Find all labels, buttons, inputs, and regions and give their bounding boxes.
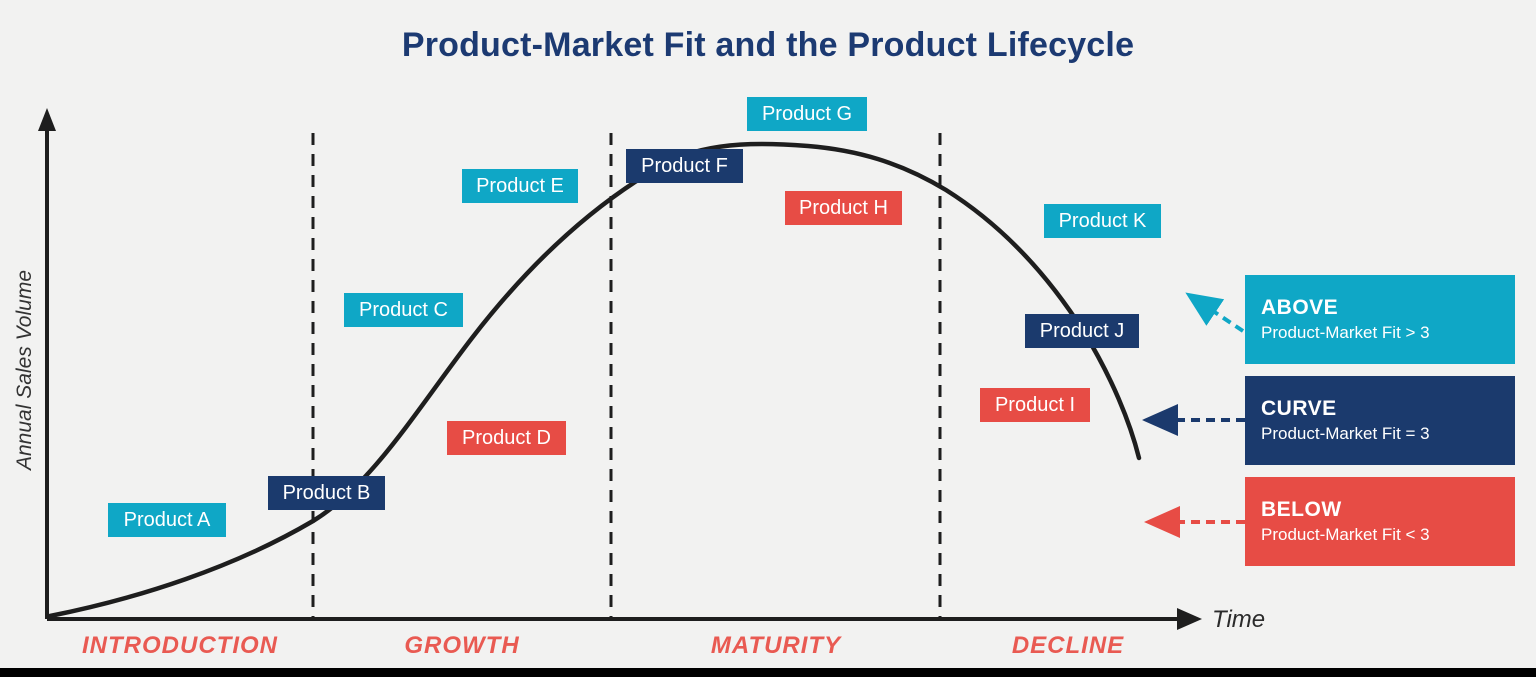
y-axis-arrowhead-icon (38, 108, 56, 131)
page-title: Product-Market Fit and the Product Lifec… (401, 26, 1135, 64)
phase-label-decline: DECLINE (1011, 632, 1125, 659)
legend-below-subtitle: Product-Market Fit < 3 (1261, 525, 1430, 544)
product-h-label: Product H (785, 191, 902, 225)
product-k-label: Product K (1044, 204, 1161, 238)
legend-above-title: ABOVE (1261, 296, 1339, 319)
product-g-label: Product G (747, 97, 867, 131)
product-i-label: Product I (980, 388, 1090, 422)
phase-label-growth: GROWTH (404, 632, 520, 659)
product-e-label: Product E (462, 169, 578, 203)
bottom-border-bar (0, 668, 1536, 677)
legend-below-title: BELOW (1261, 498, 1342, 521)
above-arrow (1185, 292, 1245, 333)
x-axis-arrowhead-icon (1177, 608, 1202, 630)
phase-label-maturity: MATURITY (710, 632, 842, 659)
product-a-label: Product A (108, 503, 226, 537)
product-d-label: Product D (447, 421, 566, 455)
legend-above-subtitle: Product-Market Fit > 3 (1261, 323, 1430, 342)
legend-curve-card: CURVE Product-Market Fit = 3 (1245, 376, 1515, 465)
product-f-label: Product F (626, 149, 743, 183)
product-b-label: Product B (268, 476, 385, 510)
lifecycle-curve (47, 141, 1142, 619)
product-j-label: Product J (1025, 314, 1139, 348)
legend-above-card: ABOVE Product-Market Fit > 3 (1245, 275, 1515, 364)
phase-label-introduction: INTRODUCTION (82, 632, 278, 659)
y-axis-label: Annual Sales Volume (13, 269, 36, 471)
legend-curve-subtitle: Product-Market Fit = 3 (1261, 424, 1430, 443)
legend-curve-title: CURVE (1261, 397, 1337, 420)
legend-below-card: BELOW Product-Market Fit < 3 (1245, 477, 1515, 566)
x-axis-label: Time (1212, 606, 1266, 633)
product-c-label: Product C (344, 293, 463, 327)
